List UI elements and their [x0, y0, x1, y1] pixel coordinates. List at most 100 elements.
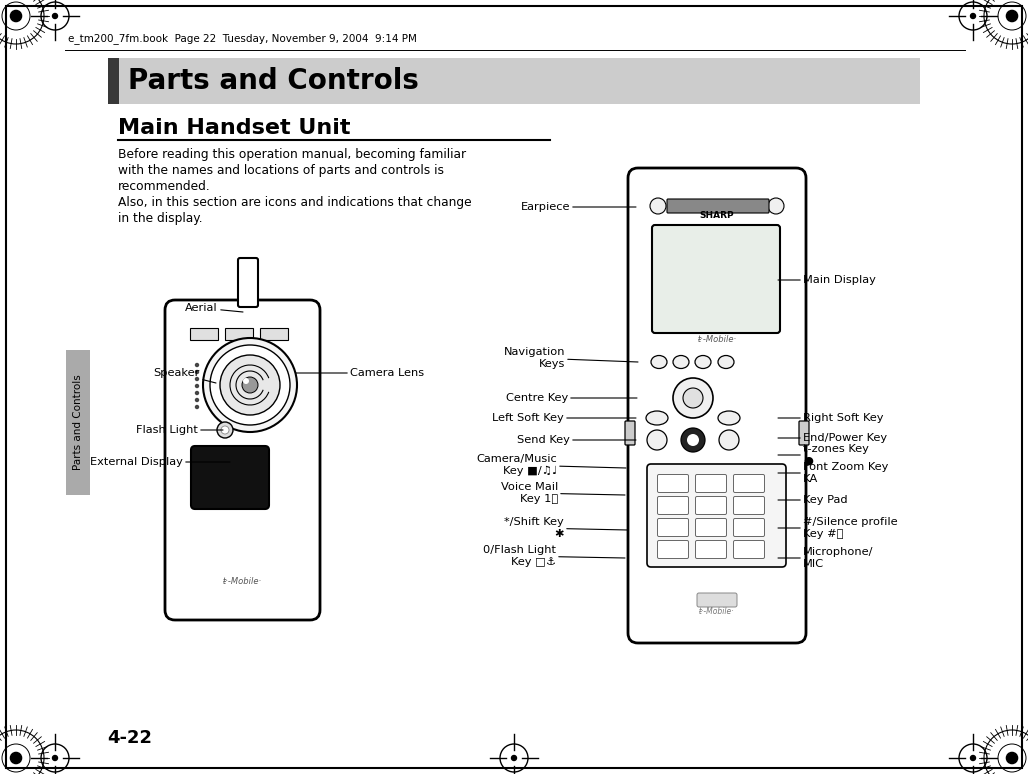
Text: e_tm200_7fm.book  Page 22  Tuesday, November 9, 2004  9:14 PM: e_tm200_7fm.book Page 22 Tuesday, Novemb… — [68, 33, 417, 44]
Circle shape — [217, 422, 233, 438]
Text: in the display.: in the display. — [118, 212, 203, 225]
Circle shape — [243, 378, 249, 384]
Text: Camera/Music
Key ■/♫♩: Camera/Music Key ■/♫♩ — [476, 454, 626, 476]
Circle shape — [210, 345, 290, 425]
Ellipse shape — [646, 411, 668, 425]
Text: #/Silence profile
Key #⃣: #/Silence profile Key #⃣ — [778, 517, 897, 539]
FancyBboxPatch shape — [734, 474, 765, 492]
Circle shape — [194, 370, 199, 374]
Text: 0/Flash Light
Key □⚓: 0/Flash Light Key □⚓ — [483, 545, 625, 567]
Text: Parts and Controls: Parts and Controls — [73, 374, 83, 470]
Circle shape — [683, 388, 703, 408]
Text: Font Zoom Key
KA: Font Zoom Key KA — [778, 462, 888, 484]
Text: End/Power Key: End/Power Key — [778, 433, 887, 443]
FancyBboxPatch shape — [658, 540, 689, 559]
Text: Centre Key: Centre Key — [506, 393, 637, 403]
FancyBboxPatch shape — [647, 464, 786, 567]
Circle shape — [768, 198, 784, 214]
FancyBboxPatch shape — [166, 300, 320, 620]
FancyBboxPatch shape — [734, 496, 765, 515]
FancyBboxPatch shape — [667, 199, 769, 213]
Text: Flash Light: Flash Light — [136, 425, 223, 435]
FancyBboxPatch shape — [652, 225, 780, 333]
Circle shape — [194, 363, 199, 367]
FancyBboxPatch shape — [696, 474, 727, 492]
Circle shape — [673, 378, 713, 418]
FancyBboxPatch shape — [734, 519, 765, 536]
Ellipse shape — [651, 355, 667, 368]
Circle shape — [647, 430, 667, 450]
Text: with the names and locations of parts and controls is: with the names and locations of parts an… — [118, 164, 444, 177]
Text: Key Pad: Key Pad — [778, 495, 848, 505]
Text: Voice Mail
Key 1⃣: Voice Mail Key 1⃣ — [501, 482, 625, 504]
Ellipse shape — [718, 411, 740, 425]
Text: 4-22: 4-22 — [107, 729, 152, 747]
Circle shape — [203, 338, 297, 432]
FancyBboxPatch shape — [734, 540, 765, 559]
Text: recommended.: recommended. — [118, 180, 211, 193]
Circle shape — [221, 426, 229, 434]
FancyBboxPatch shape — [799, 421, 809, 445]
Text: Also, in this section are icons and indications that change: Also, in this section are icons and indi… — [118, 196, 472, 209]
Ellipse shape — [695, 355, 711, 368]
FancyBboxPatch shape — [696, 519, 727, 536]
Circle shape — [970, 755, 976, 761]
Bar — [108, 58, 119, 104]
Circle shape — [52, 13, 58, 19]
FancyBboxPatch shape — [628, 168, 806, 643]
Ellipse shape — [718, 355, 734, 368]
Text: ŧ·-Mobile·: ŧ·-Mobile· — [697, 335, 737, 344]
Circle shape — [10, 752, 22, 764]
Text: Navigation
Keys: Navigation Keys — [504, 348, 638, 368]
Bar — [225, 328, 253, 340]
Circle shape — [1006, 752, 1018, 764]
Circle shape — [512, 755, 516, 761]
FancyBboxPatch shape — [696, 540, 727, 559]
Circle shape — [650, 198, 666, 214]
FancyBboxPatch shape — [191, 446, 269, 509]
Text: Microphone/
MIC: Microphone/ MIC — [778, 547, 874, 569]
FancyBboxPatch shape — [658, 496, 689, 515]
Circle shape — [1006, 10, 1018, 22]
Text: Main Display: Main Display — [778, 275, 876, 285]
Text: External Display: External Display — [90, 457, 230, 467]
Circle shape — [194, 398, 199, 402]
Bar — [260, 328, 288, 340]
Text: Earpiece: Earpiece — [520, 202, 636, 212]
Text: Aerial: Aerial — [185, 303, 243, 313]
Circle shape — [719, 430, 739, 450]
Text: Parts and Controls: Parts and Controls — [128, 67, 418, 95]
FancyBboxPatch shape — [697, 593, 737, 607]
Circle shape — [681, 428, 705, 452]
Bar — [66, 350, 90, 495]
Circle shape — [220, 355, 280, 415]
Text: SHARP: SHARP — [700, 211, 734, 221]
Text: Right Soft Key: Right Soft Key — [778, 413, 883, 423]
Text: ŧ·-Mobile·: ŧ·-Mobile· — [699, 607, 735, 615]
Bar — [108, 58, 920, 104]
FancyBboxPatch shape — [696, 496, 727, 515]
Text: Main Handset Unit: Main Handset Unit — [118, 118, 351, 138]
Circle shape — [52, 755, 58, 761]
Circle shape — [970, 13, 976, 19]
Text: ŧ·-Mobile·: ŧ·-Mobile· — [222, 577, 261, 587]
Text: */Shift Key
✱: */Shift Key ✱ — [505, 517, 628, 539]
Ellipse shape — [673, 355, 689, 368]
Text: t-zones Key
●: t-zones Key ● — [778, 444, 869, 466]
Circle shape — [194, 405, 199, 409]
FancyBboxPatch shape — [658, 474, 689, 492]
Text: Camera Lens: Camera Lens — [296, 368, 425, 378]
FancyBboxPatch shape — [238, 258, 258, 307]
Circle shape — [194, 384, 199, 389]
Text: Speaker: Speaker — [153, 368, 216, 383]
FancyBboxPatch shape — [658, 519, 689, 536]
Circle shape — [10, 10, 22, 22]
Circle shape — [687, 434, 699, 446]
Text: Before reading this operation manual, becoming familiar: Before reading this operation manual, be… — [118, 148, 466, 161]
Circle shape — [194, 391, 199, 396]
Circle shape — [242, 377, 258, 393]
Text: Send Key: Send Key — [517, 435, 636, 445]
Circle shape — [194, 377, 199, 382]
Bar — [190, 328, 218, 340]
FancyBboxPatch shape — [625, 421, 635, 445]
